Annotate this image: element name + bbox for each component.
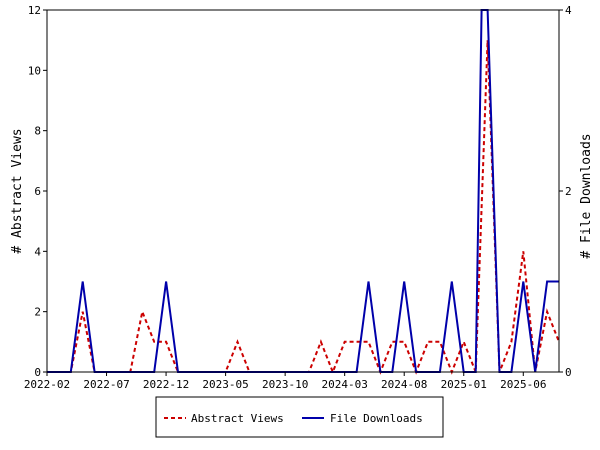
x-tick-label: 2022-12 (143, 378, 189, 391)
y-left-tick-label: 6 (34, 185, 41, 198)
legend-box (155, 396, 444, 438)
x-tick-label: 2024-03 (321, 378, 367, 391)
x-tick-label: 2023-05 (202, 378, 248, 391)
x-tick-label: 2022-02 (24, 378, 70, 391)
x-tick-label: 2025-06 (500, 378, 546, 391)
y-left-tick-label: 2 (34, 306, 41, 319)
y-right-tick-label: 4 (565, 4, 572, 17)
y-left-tick-label: 10 (28, 64, 41, 77)
y-right-tick-label: 0 (565, 366, 572, 379)
x-tick-label: 2024-08 (381, 378, 427, 391)
y-right-tick-label: 2 (565, 185, 572, 198)
y-left-tick-label: 8 (34, 125, 41, 138)
x-tick-label: 2022-07 (83, 378, 129, 391)
ticks-layer: 0 2 4 6 8 10 12 0 2 4 2022-02 2022-07 2022-12 2023-05… (24, 4, 572, 391)
x-tick-label: 2025-01 (441, 378, 487, 391)
y-left-tick-label: 0 (34, 366, 41, 379)
y-left-axis-title: # Abstract Views (10, 128, 25, 253)
y-right-axis-title: # File Downloads (579, 133, 594, 258)
x-tick-label: 2023-10 (262, 378, 308, 391)
y-left-tick-label: 4 (34, 245, 41, 258)
legend: Abstract Views File Downloads (155, 396, 444, 438)
series-line-abstract-views (47, 40, 560, 375)
legend-label-file-downloads: File Downloads (330, 412, 423, 425)
y-left-tick-label: 12 (28, 4, 41, 17)
legend-label-abstract-views: Abstract Views (191, 412, 284, 425)
